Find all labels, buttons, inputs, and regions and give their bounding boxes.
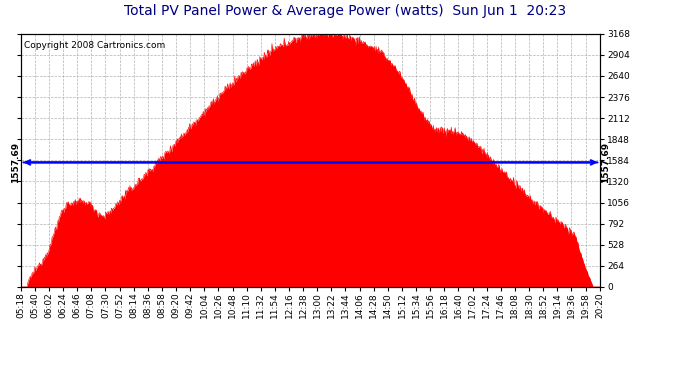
- Text: 1557.69: 1557.69: [11, 142, 20, 183]
- Text: 1557.69: 1557.69: [601, 142, 610, 183]
- Text: Copyright 2008 Cartronics.com: Copyright 2008 Cartronics.com: [23, 41, 165, 50]
- Text: Total PV Panel Power & Average Power (watts)  Sun Jun 1  20:23: Total PV Panel Power & Average Power (wa…: [124, 4, 566, 18]
